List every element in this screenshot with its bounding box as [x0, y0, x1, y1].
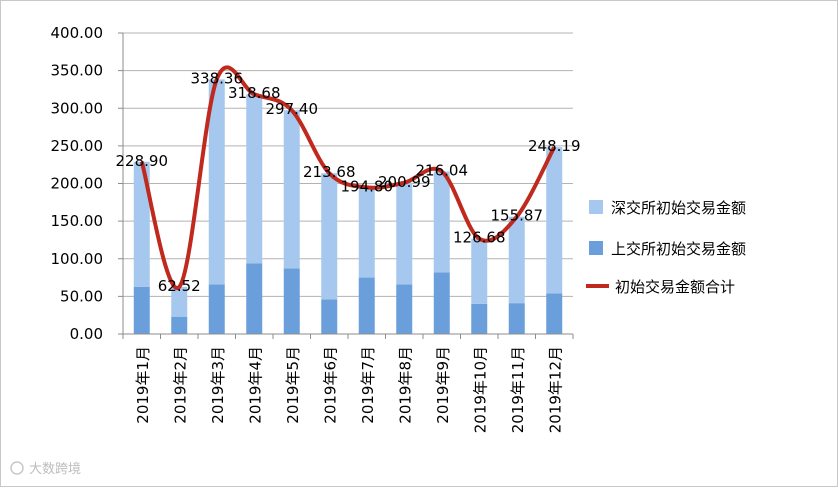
bar-shenzhen — [358, 187, 375, 278]
x-tick-label: 2019年4月 — [246, 346, 264, 424]
y-tick-label: 400.00 — [51, 24, 104, 42]
data-label: 248.19 — [528, 137, 581, 155]
data-label: 318.68 — [228, 84, 281, 102]
watermark-logo-icon — [10, 461, 24, 475]
bar-shenzhen — [208, 79, 225, 285]
legend-swatch-shenzhen — [589, 200, 603, 214]
axes — [118, 32, 574, 339]
bar-shanghai — [508, 303, 525, 334]
y-tick-labels: 0.00 50.00 100.00 150.00 200.00 250.00 300.00 3… — [51, 24, 104, 343]
x-tick-label: 2019年6月 — [321, 346, 339, 424]
bar-shanghai — [396, 284, 413, 334]
y-tick-label: 300.00 — [51, 99, 104, 117]
bar-shanghai — [433, 272, 450, 334]
y-tick-label: 350.00 — [51, 62, 104, 80]
data-label: 228.90 — [116, 152, 169, 170]
bar-shenzhen — [283, 110, 300, 269]
bar-shenzhen — [508, 216, 525, 304]
watermark: 大数跨境 — [10, 461, 81, 477]
y-tick-label: 200.00 — [51, 175, 104, 193]
legend: 深交所初始交易金额 上交所初始交易金额 初始交易金额合计 — [586, 199, 746, 296]
bar-shanghai — [321, 299, 338, 334]
legend-swatch-shanghai — [589, 241, 603, 255]
bar-shenzhen — [471, 238, 488, 304]
bar-shanghai — [246, 263, 263, 334]
data-label: 155.87 — [491, 207, 544, 225]
legend-label-shenzhen: 深交所初始交易金额 — [611, 199, 746, 217]
bar-shenzhen — [546, 147, 563, 294]
x-tick-label: 2019年10月 — [471, 346, 489, 433]
bars — [133, 79, 563, 334]
watermark-text: 大数跨境 — [29, 462, 81, 477]
bar-shanghai — [358, 277, 375, 334]
y-tick-label: 150.00 — [51, 212, 104, 230]
bar-shenzhen — [171, 286, 188, 317]
bar-shenzhen — [133, 161, 150, 287]
data-label: 297.40 — [266, 100, 319, 118]
legend-label-shanghai: 上交所初始交易金额 — [611, 240, 746, 258]
data-label: 194.80 — [341, 177, 394, 195]
legend-label-total: 初始交易金额合计 — [615, 278, 735, 296]
y-tick-label: 50.00 — [60, 287, 103, 305]
bar-shenzhen — [246, 94, 263, 264]
data-label: 200.99 — [378, 173, 431, 191]
data-label: 213.68 — [303, 163, 356, 181]
x-tick-label: 2019年9月 — [434, 346, 452, 424]
y-tick-label: 0.00 — [70, 325, 103, 343]
data-label: 126.68 — [453, 229, 506, 247]
bar-shanghai — [471, 303, 488, 334]
x-tick-label: 2019年2月 — [171, 346, 189, 424]
x-tick-label: 2019年8月 — [396, 346, 414, 424]
data-label: 216.04 — [416, 161, 469, 179]
data-label: 338.36 — [191, 69, 244, 87]
bar-shanghai — [208, 284, 225, 334]
x-tick-label: 2019年1月 — [134, 346, 152, 424]
x-tick-label: 2019年7月 — [359, 346, 377, 424]
bar-shenzhen — [433, 171, 450, 273]
bar-shanghai — [546, 293, 563, 334]
bar-shanghai — [283, 268, 300, 334]
x-tick-label: 2019年5月 — [284, 346, 302, 424]
x-tick-label: 2019年3月 — [209, 346, 227, 424]
bar-shenzhen — [396, 182, 413, 285]
bar-shanghai — [133, 286, 150, 334]
x-tick-labels: 2019年1月 2019年2月 2019年3月 2019年4月 2019年5月 2019年… — [134, 346, 565, 433]
y-tick-label: 100.00 — [51, 250, 104, 268]
x-tick-label: 2019年11月 — [509, 346, 527, 433]
bar-shanghai — [171, 316, 188, 334]
x-tick-label: 2019年12月 — [546, 346, 564, 433]
total-line — [139, 65, 557, 290]
data-label: 62.52 — [158, 277, 201, 295]
bar-shenzhen — [321, 173, 338, 300]
y-tick-label: 250.00 — [51, 137, 104, 155]
